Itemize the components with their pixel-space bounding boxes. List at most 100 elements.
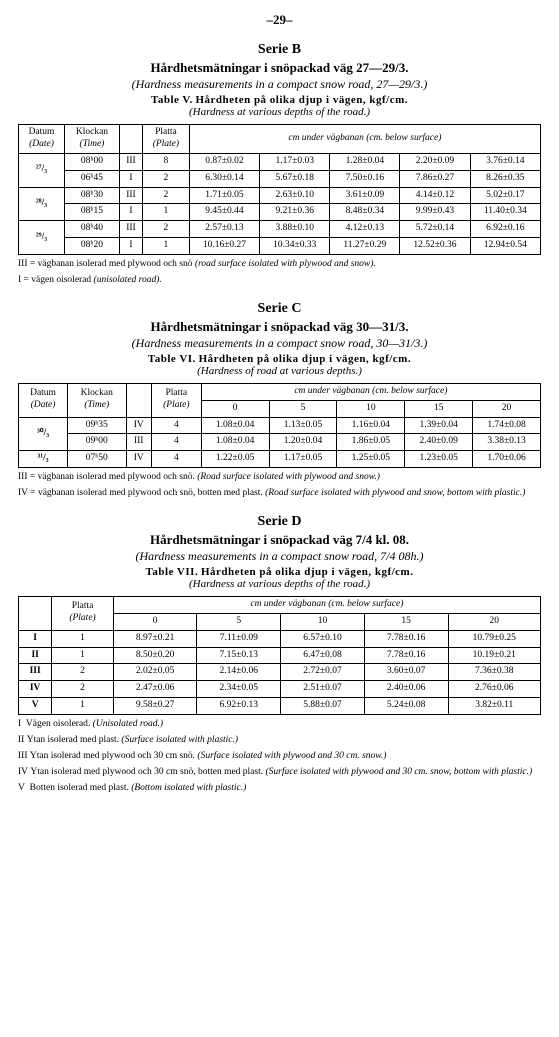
col-15: 15 bbox=[405, 400, 473, 417]
table-b-line-bold: Hårdheten på olika djup i vägen, kgf/cm. bbox=[195, 94, 408, 106]
col-cm: cm under vägbanan (cm. below surface) bbox=[189, 125, 540, 154]
val: 9.99±0.43 bbox=[400, 204, 470, 221]
plate-cell: 2 bbox=[52, 664, 113, 681]
table-c-line-bold: Hårdheten på olika djup i vägen, kgf/cm. bbox=[199, 353, 412, 365]
val: 4.14±0.12 bbox=[400, 187, 470, 204]
serie-d-note-3: III Ytan isolerad med plywood och 30 cm … bbox=[18, 751, 541, 763]
serie-d-note-5: V Botten isolerad med plast. (Bottom iso… bbox=[18, 783, 541, 795]
mark-cell: I bbox=[119, 204, 142, 221]
mark-cell: I bbox=[119, 238, 142, 255]
plate-cell: 1 bbox=[52, 630, 113, 647]
col-20: 20 bbox=[473, 400, 541, 417]
serie-b-note-2: I = vägen oisolerad (unisolated road). bbox=[18, 275, 541, 287]
val: 0.87±0.02 bbox=[189, 153, 259, 170]
val: 3.76±0.14 bbox=[470, 153, 540, 170]
val: 2.40±0.09 bbox=[405, 434, 473, 451]
plate-cell: 1 bbox=[143, 204, 190, 221]
val: 10.16±0.27 bbox=[189, 238, 259, 255]
val: 8.48±0.34 bbox=[330, 204, 400, 221]
val: 2.51±0.07 bbox=[281, 681, 365, 698]
plate-cell: 2 bbox=[143, 187, 190, 204]
val: 9.58±0.27 bbox=[113, 698, 197, 715]
page-number: –29– bbox=[18, 12, 541, 28]
serie-d-note-4: IV Ytan isolerad med plywood och 30 cm s… bbox=[18, 767, 541, 779]
serie-c-note-1: III = vägbanan isolerad med plywood och … bbox=[18, 472, 541, 484]
val: 10.19±0.21 bbox=[448, 647, 541, 664]
date-cell: ²⁹/₃ bbox=[19, 221, 65, 255]
serie-d-tableline: Table VII. Hårdheten på olika djup i väg… bbox=[18, 566, 541, 590]
col-cm: cm under vägbanan (cm. below surface) bbox=[201, 383, 540, 400]
val: 1.13±0.05 bbox=[269, 417, 337, 434]
val: 1.20±0.04 bbox=[269, 434, 337, 451]
val: 2.34±0.05 bbox=[197, 681, 281, 698]
serie-c-table: Datum(Date) Klockan(Time) Platta(Plate) … bbox=[18, 383, 541, 468]
col-5: 5 bbox=[269, 400, 337, 417]
col-blank bbox=[19, 596, 52, 630]
val: 3.60±0.07 bbox=[364, 664, 448, 681]
col-20: 20 bbox=[448, 613, 541, 630]
plate-cell: 1 bbox=[143, 238, 190, 255]
mark-cell: III bbox=[119, 221, 142, 238]
time-cell: 08ʰ30 bbox=[65, 187, 120, 204]
serie-b-heading: Serie B bbox=[18, 42, 541, 58]
time-cell: 08ʰ40 bbox=[65, 221, 120, 238]
col-platta: Platta(Plate) bbox=[52, 596, 113, 630]
val: 1.16±0.04 bbox=[337, 417, 405, 434]
val: 11.27±0.29 bbox=[330, 238, 400, 255]
mark-cell: III bbox=[119, 153, 142, 170]
serie-c-heading: Serie C bbox=[18, 301, 541, 317]
val: 2.47±0.06 bbox=[113, 681, 197, 698]
serie-d-heading: Serie D bbox=[18, 514, 541, 530]
val: 5.24±0.08 bbox=[364, 698, 448, 715]
val: 10.79±0.25 bbox=[448, 630, 541, 647]
val: 6.47±0.08 bbox=[281, 647, 365, 664]
val: 8.26±0.35 bbox=[470, 170, 540, 187]
col-platta: Platta(Plate) bbox=[151, 383, 201, 417]
val: 3.88±0.10 bbox=[260, 221, 330, 238]
val: 1.17±0.03 bbox=[260, 153, 330, 170]
table-c-line-it: (Hardness of road at various depths.) bbox=[197, 365, 362, 377]
serie-b-tableline: Table V. Hårdheten på olika djup i vägen… bbox=[18, 94, 541, 118]
val: 7.86±0.27 bbox=[400, 170, 470, 187]
val: 7.50±0.16 bbox=[330, 170, 400, 187]
plate-cell: 4 bbox=[151, 451, 201, 468]
val: 6.30±0.14 bbox=[189, 170, 259, 187]
val: 1.22±0.05 bbox=[201, 451, 269, 468]
mark-cell: III bbox=[126, 434, 151, 451]
serie-d-table: Platta(Plate) cm under vägbanan (cm. bel… bbox=[18, 596, 541, 715]
serie-b-title: Hårdhetsmätningar i snöpackad väg 27—29/… bbox=[18, 60, 541, 76]
val: 3.61±0.09 bbox=[330, 187, 400, 204]
plate-cell: 4 bbox=[151, 417, 201, 434]
plate-cell: 1 bbox=[52, 698, 113, 715]
serie-d-title: Hårdhetsmätningar i snöpackad väg 7/4 kl… bbox=[18, 532, 541, 548]
val: 8.97±0.21 bbox=[113, 630, 197, 647]
val: 6.57±0.10 bbox=[281, 630, 365, 647]
serie-d-note-2: II Ytan isolerad med plast. (Surface iso… bbox=[18, 735, 541, 747]
plate-cell: 2 bbox=[143, 221, 190, 238]
plate-cell: 4 bbox=[151, 434, 201, 451]
col-10: 10 bbox=[337, 400, 405, 417]
table-c-number: Table VI. bbox=[148, 353, 196, 365]
mark-cell: IV bbox=[126, 417, 151, 434]
col-cm: cm under vägbanan (cm. below surface) bbox=[113, 596, 540, 613]
col-datum: Datum(Date) bbox=[19, 125, 65, 154]
col-blank bbox=[119, 125, 142, 154]
mark-cell: IV bbox=[126, 451, 151, 468]
val: 3.38±0.13 bbox=[473, 434, 541, 451]
mark-cell: III bbox=[19, 664, 52, 681]
val: 1.17±0.05 bbox=[269, 451, 337, 468]
val: 5.67±0.18 bbox=[260, 170, 330, 187]
time-cell: 06ʰ45 bbox=[65, 170, 120, 187]
val: 11.40±0.34 bbox=[470, 204, 540, 221]
date-cell: ²⁸/₃ bbox=[19, 187, 65, 221]
val: 1.08±0.04 bbox=[201, 434, 269, 451]
plate-cell: 8 bbox=[143, 153, 190, 170]
col-platta: Platta(Plate) bbox=[143, 125, 190, 154]
val: 10.34±0.33 bbox=[260, 238, 330, 255]
val: 8.50±0.20 bbox=[113, 647, 197, 664]
val: 2.40±0.06 bbox=[364, 681, 448, 698]
val: 3.82±0.11 bbox=[448, 698, 541, 715]
val: 12.52±0.36 bbox=[400, 238, 470, 255]
time-cell: 08ʰ20 bbox=[65, 238, 120, 255]
val: 2.20±0.09 bbox=[400, 153, 470, 170]
